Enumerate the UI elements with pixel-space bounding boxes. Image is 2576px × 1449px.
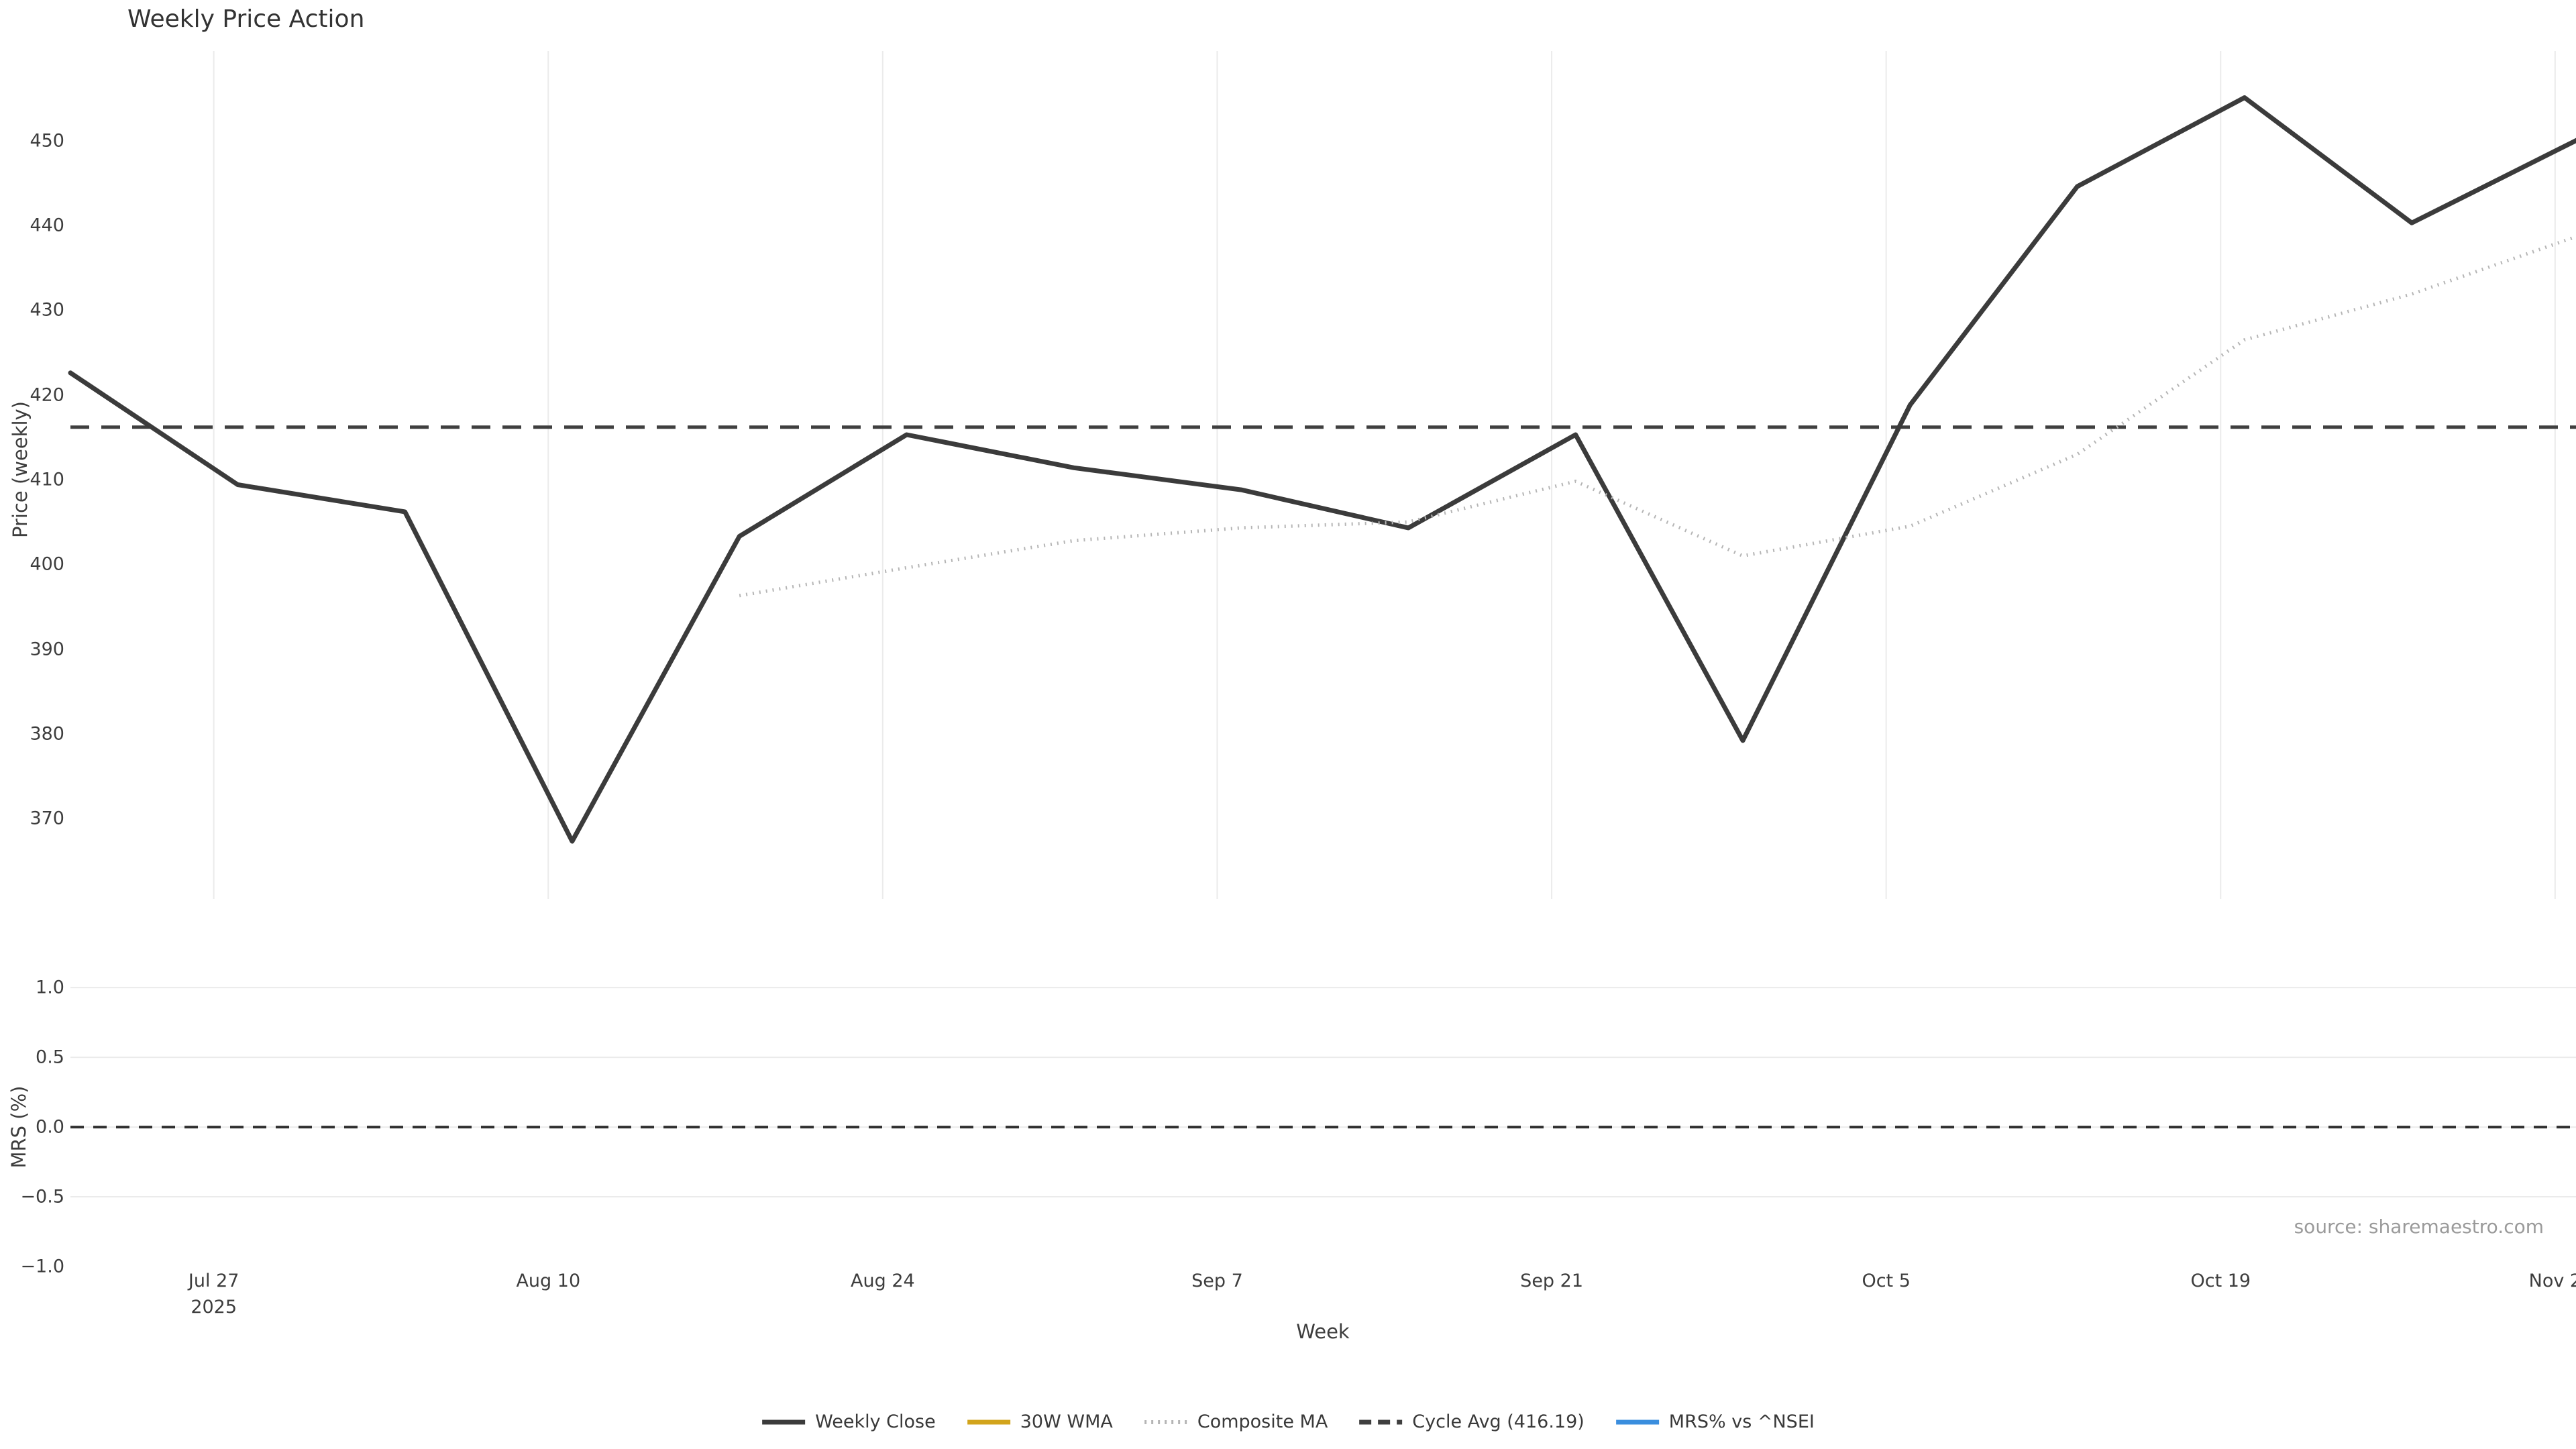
- legend-item-composite-ma: Composite MA: [1144, 1411, 1328, 1432]
- x-tick-label: Aug 24: [851, 1271, 915, 1291]
- legend-item-30w-wma: 30W WMA: [967, 1411, 1113, 1432]
- x-tick-label: Nov 2: [2528, 1271, 2576, 1291]
- legend-item-weekly-close: Weekly Close: [761, 1411, 936, 1432]
- source-note: source: sharemaestro.com: [2294, 1216, 2544, 1238]
- mrs-tick-label: −1.0: [20, 1256, 64, 1277]
- price-tick-label: 450: [30, 130, 64, 152]
- price-tick-label: 380: [30, 723, 64, 745]
- legend-line-sample: [1144, 1419, 1187, 1424]
- legend: Weekly Close 30W WMA Composite MA Cycle Avg…: [761, 1411, 1815, 1432]
- mrs-tick-label: −0.5: [20, 1186, 64, 1208]
- legend-line-sample: [1359, 1419, 1403, 1424]
- legend-item-label: 30W WMA: [1020, 1411, 1113, 1432]
- legend-item-label: Weekly Close: [815, 1411, 936, 1432]
- x-axis-label: Week: [1296, 1320, 1350, 1343]
- price-tick-label: 410: [30, 469, 64, 490]
- x-tick-label: Oct 19: [2190, 1271, 2251, 1291]
- mrs-tick-label: 0.5: [36, 1046, 64, 1068]
- legend-line-sample: [762, 1419, 806, 1424]
- legend-item-cycle-avg-416-19-: Cycle Avg (416.19): [1358, 1411, 1585, 1432]
- x-tick-label: Jul 27 2025: [188, 1271, 239, 1318]
- mrs-tick-label: 1.0: [36, 977, 64, 998]
- chart-title: Weekly Price Action: [127, 5, 365, 33]
- legend-item-label: Composite MA: [1197, 1411, 1328, 1432]
- x-tick-label: Aug 10: [516, 1271, 581, 1291]
- price-tick-label: 420: [30, 384, 64, 406]
- price-tick-label: 400: [30, 553, 64, 575]
- x-tick-label: Sep 21: [1520, 1271, 1584, 1291]
- legend-item-label: Cycle Avg (416.19): [1412, 1411, 1585, 1432]
- x-tick-label: Sep 7: [1191, 1271, 1243, 1291]
- price-tick-label: 440: [30, 215, 64, 236]
- legend-line-sample: [1615, 1419, 1659, 1424]
- mrs-tick-label: 0.0: [36, 1116, 64, 1138]
- price-tick-label: 390: [30, 639, 64, 659]
- legend-item-label: MRS% vs ^NSEI: [1668, 1411, 1815, 1432]
- x-tick-label: Oct 5: [1862, 1271, 1911, 1291]
- composite-ma-line: [739, 235, 2576, 598]
- legend-line-sample: [967, 1419, 1010, 1424]
- weekly-close-line: [68, 95, 2576, 844]
- price-tick-label: 430: [30, 299, 64, 321]
- price-tick-label: 370: [30, 808, 64, 829]
- legend-item-mrs-vs-nsei: MRS% vs ^NSEI: [1615, 1411, 1815, 1432]
